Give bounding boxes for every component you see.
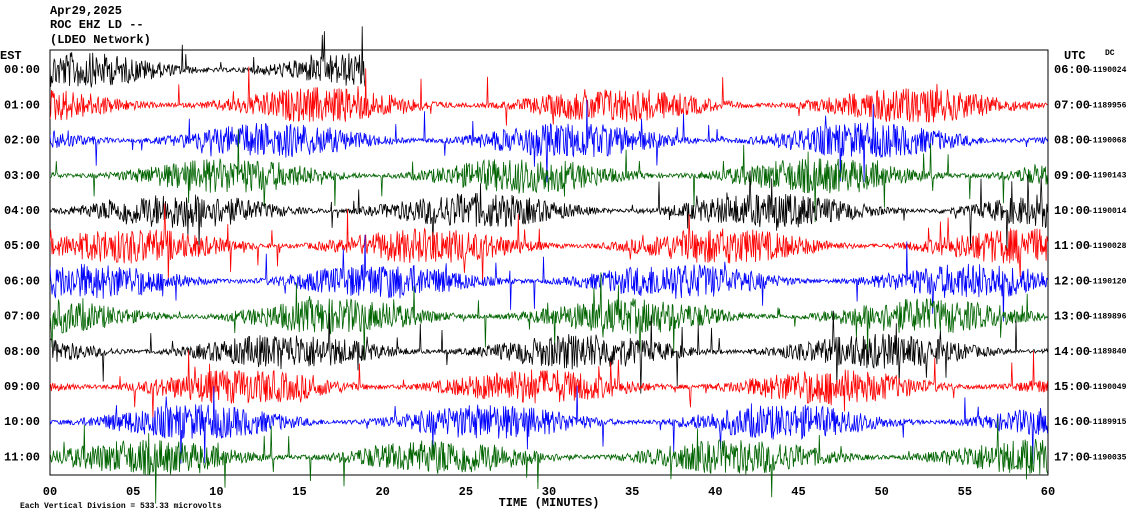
est-label: 11:00 <box>4 450 40 464</box>
dc-label: -1190028 <box>1088 242 1127 251</box>
est-label: 06:00 <box>4 274 40 288</box>
est-label: 03:00 <box>4 169 40 183</box>
dc-label: -1190068 <box>1088 137 1127 146</box>
trace <box>50 310 1048 394</box>
est-label: 04:00 <box>4 204 40 218</box>
trace <box>50 385 1048 464</box>
x-tick-label: 50 <box>874 485 888 499</box>
utc-label: 15:00 <box>1054 380 1090 394</box>
est-label: 05:00 <box>4 239 40 253</box>
x-tick-label: 45 <box>791 485 805 499</box>
network: (LDEO Network) <box>50 33 151 47</box>
trace <box>50 170 1048 253</box>
trace <box>50 349 1048 420</box>
utc-label: 12:00 <box>1054 274 1090 288</box>
dc-label: -1190024 <box>1088 66 1127 75</box>
est-label: 08:00 <box>4 345 40 359</box>
trace <box>50 129 1048 223</box>
dc-label: -1190143 <box>1088 172 1127 181</box>
est-label: 07:00 <box>4 310 40 324</box>
x-tick-label: 25 <box>459 485 473 499</box>
dc-label: -1189896 <box>1088 313 1127 322</box>
utc-label: 16:00 <box>1054 415 1090 429</box>
x-tick-label: 10 <box>209 485 223 499</box>
dc-label: -1190049 <box>1088 383 1127 392</box>
trace <box>50 203 1048 284</box>
trace <box>50 417 1048 504</box>
dc-label: -1189840 <box>1088 348 1127 357</box>
trace <box>50 234 1048 322</box>
x-tick-label: 05 <box>126 485 140 499</box>
trace <box>50 99 1048 183</box>
est-label: 02:00 <box>4 134 40 148</box>
utc-label: 06:00 <box>1054 63 1090 77</box>
right-axis-title: UTC <box>1064 49 1086 63</box>
footer: Each Vertical Division = 533.33 microvol… <box>20 502 222 511</box>
utc-label: 14:00 <box>1054 345 1090 359</box>
x-axis-title: TIME (MINUTES) <box>499 496 600 510</box>
dc-label: -1190120 <box>1088 277 1127 286</box>
utc-label: 08:00 <box>1054 134 1090 148</box>
utc-label: 10:00 <box>1054 204 1090 218</box>
x-tick-label: 35 <box>625 485 639 499</box>
est-label: 00:00 <box>4 63 40 77</box>
est-label: 10:00 <box>4 415 40 429</box>
plot-frame <box>49 49 1049 476</box>
utc-label: 13:00 <box>1054 310 1090 324</box>
est-label: 01:00 <box>4 98 40 112</box>
dc-title: DC <box>1105 49 1115 58</box>
dc-label: -1190014 <box>1088 207 1127 216</box>
x-tick-label: 15 <box>292 485 306 499</box>
trace <box>50 26 366 88</box>
trace <box>50 66 1048 126</box>
left-axis-title: EST <box>0 49 22 63</box>
utc-label: 17:00 <box>1054 450 1090 464</box>
dc-label: -1189956 <box>1088 101 1127 110</box>
x-tick-label: 30 <box>542 485 556 499</box>
station: ROC EHZ LD -- <box>50 18 144 32</box>
utc-label: 11:00 <box>1054 239 1090 253</box>
x-tick-label: 40 <box>708 485 722 499</box>
dc-label: -1189915 <box>1088 418 1127 427</box>
dc-label: -1190035 <box>1088 453 1127 462</box>
est-label: 09:00 <box>4 380 40 394</box>
utc-label: 09:00 <box>1054 169 1090 183</box>
x-tick-label: 20 <box>375 485 389 499</box>
trace <box>50 272 1048 361</box>
date: Apr29,2025 <box>50 4 122 18</box>
x-tick-label: 00 <box>43 485 57 499</box>
x-tick-label: 60 <box>1041 485 1055 499</box>
traces <box>50 26 1048 504</box>
utc-label: 07:00 <box>1054 98 1090 112</box>
x-tick-label: 55 <box>958 485 972 499</box>
